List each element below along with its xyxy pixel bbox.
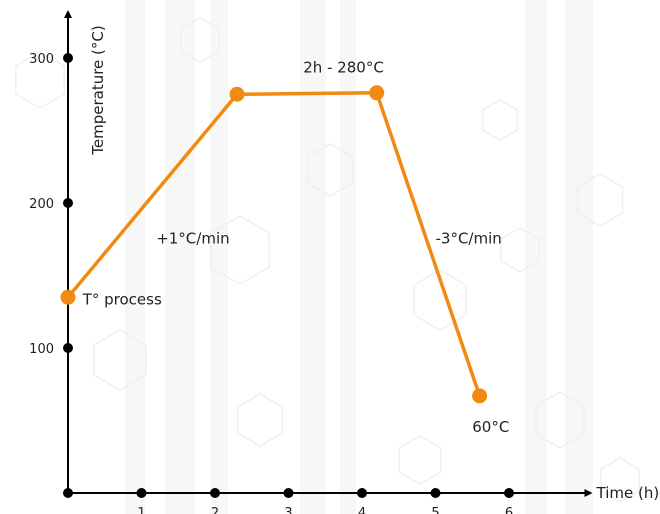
bg-hexagon — [236, 393, 284, 447]
y-tick-dot — [63, 198, 73, 208]
bg-hexagon — [306, 143, 354, 197]
bg-stripe — [165, 0, 195, 514]
y-axis-title: Temperature (°C) — [89, 25, 107, 155]
y-tick-label: 200 — [29, 197, 54, 212]
x-tick-label: 3 — [284, 506, 292, 514]
bg-stripe — [340, 0, 356, 514]
x-tick-label: 5 — [431, 506, 439, 514]
x-tick-dot — [136, 488, 147, 498]
bg-hexagon — [398, 435, 442, 485]
labels: T° process +1°C/min 2h - 280°C -3°C/min 60°C — [82, 59, 510, 437]
x-tick-dot — [504, 488, 514, 498]
bg-stripe — [565, 0, 593, 514]
x-tick-label: 6 — [505, 506, 513, 514]
bg-hexagon — [576, 173, 624, 227]
y-tick-dot — [63, 53, 73, 63]
annotation-label: -3°C/min — [436, 230, 502, 248]
y-axis-arrow — [64, 10, 72, 18]
series — [60, 85, 488, 404]
bg-hexagon — [180, 17, 220, 63]
x-tick-dot — [283, 488, 294, 498]
x-axis-arrow — [584, 489, 593, 497]
origin-dot — [63, 488, 73, 498]
bg-hexagon — [413, 269, 467, 331]
data-point — [60, 289, 76, 305]
bg-stripe — [210, 0, 228, 514]
data-point — [229, 86, 245, 102]
data-point — [369, 85, 385, 101]
y-tick-label: 300 — [29, 52, 54, 67]
bg-hexagon — [15, 51, 65, 109]
bg-stripe — [125, 0, 145, 514]
bg-hexagon — [535, 391, 585, 449]
x-tick-dot — [357, 488, 367, 498]
annotation-label: +1°C/min — [156, 230, 229, 248]
y-tick-label: 100 — [29, 342, 54, 357]
bg-hexagon — [500, 227, 540, 273]
bg-hexagon — [209, 215, 271, 285]
x-tick-label: 4 — [358, 506, 366, 514]
background-decoration — [15, 0, 640, 514]
bg-stripe — [525, 0, 547, 514]
bg-stripe — [300, 0, 326, 514]
x-tick-dot — [430, 488, 441, 498]
y-tick-dot — [63, 343, 73, 353]
x-tick-label: 2 — [211, 506, 219, 514]
x-axis-title: Time (h) — [596, 484, 660, 502]
x-tick-dot — [210, 488, 220, 498]
x-tick-label: 1 — [137, 506, 145, 514]
series-line — [66, 91, 482, 397]
bg-hexagon — [93, 329, 147, 391]
bg-hexagon — [600, 457, 640, 503]
bg-hexagon — [481, 99, 519, 141]
axes: 1 2 3 4 5 6 100 200 300 Time (h) Temperature (°C) — [29, 10, 659, 514]
annotation-label: 2h - 280°C — [303, 59, 384, 77]
data-point — [472, 388, 488, 404]
annotation-label: T° process — [82, 291, 162, 309]
annotation-label: 60°C — [472, 418, 509, 436]
